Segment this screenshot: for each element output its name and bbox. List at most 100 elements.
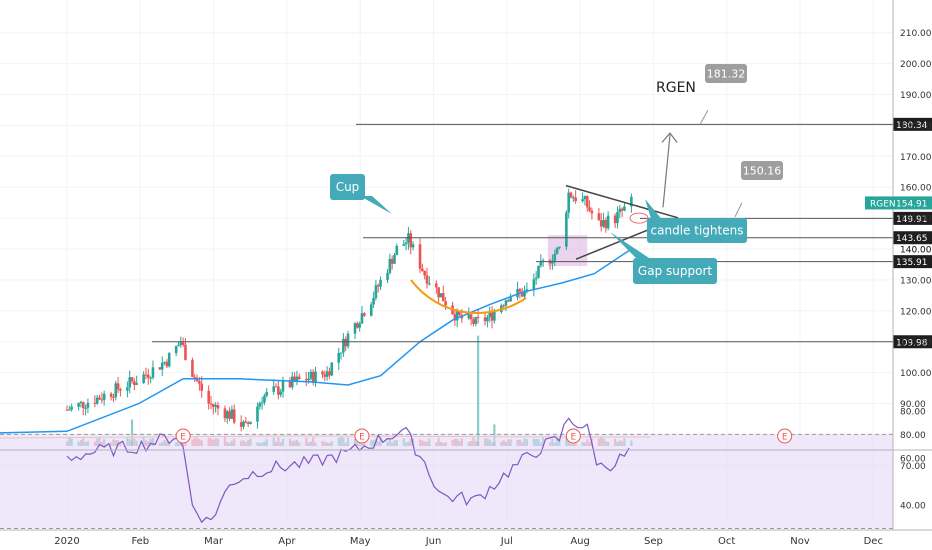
candle-body <box>493 312 496 321</box>
price-tick-label: 100.00 <box>900 369 932 379</box>
candle-body <box>585 196 589 208</box>
candle-body <box>330 362 334 376</box>
candle-body <box>184 344 187 360</box>
candle-body <box>555 247 559 254</box>
candle-body <box>177 345 180 347</box>
candle-body <box>146 374 150 378</box>
candle-body <box>263 395 266 403</box>
candle-body <box>232 409 236 423</box>
candle-body <box>469 314 473 320</box>
rsi-tick-label: 40.00 <box>900 502 926 512</box>
candle-body <box>167 353 171 367</box>
candle-body <box>246 422 250 425</box>
candle-body <box>339 352 343 354</box>
time-tick-label: May <box>350 536 371 547</box>
candle-body <box>488 312 492 318</box>
candle-body <box>128 377 132 388</box>
candle-body <box>328 371 331 376</box>
candle-body <box>458 310 461 315</box>
candle-body <box>290 376 294 388</box>
candle-body <box>81 401 85 409</box>
candle-body <box>362 313 366 316</box>
candle-body <box>68 409 71 411</box>
price-tick-label: 150.00 <box>900 215 932 225</box>
candle-body <box>604 220 608 229</box>
level-label-bg <box>893 335 932 349</box>
candle-body <box>342 338 345 353</box>
time-tick-label: Nov <box>790 536 810 547</box>
candle-body <box>620 208 624 211</box>
candle-body <box>295 376 299 382</box>
candle-body <box>100 399 104 401</box>
candle-body <box>453 314 457 321</box>
earnings-marker <box>565 428 581 444</box>
candle-body <box>149 377 152 379</box>
candle-body <box>356 323 359 328</box>
symbol-annotation: RGEN <box>656 80 696 96</box>
candle-body <box>437 287 440 298</box>
candle-body <box>418 244 422 269</box>
tight-candle-circle <box>629 212 649 224</box>
callouts: RGEN Cup candle tightens Gap support 181.32 1… <box>330 64 783 284</box>
candle-body <box>112 396 115 398</box>
cup-callout-text: Cup <box>336 180 360 194</box>
candle-body <box>388 259 392 274</box>
candle-body <box>551 260 554 264</box>
candle-body <box>321 371 324 375</box>
candle-body <box>174 346 178 354</box>
candle-body <box>434 283 438 288</box>
price-tick-label: 120.00 <box>900 307 932 317</box>
candle-body <box>537 265 540 278</box>
level-label-bg <box>893 211 932 225</box>
earnings-marker <box>777 428 793 444</box>
candle-body <box>244 421 248 423</box>
candle-body <box>346 333 350 347</box>
candle-body <box>583 196 587 200</box>
candle-body <box>630 196 633 207</box>
candle-body <box>279 391 282 395</box>
price-tick-label: 160.00 <box>900 184 932 194</box>
candle-body <box>606 215 610 229</box>
level-label-text: 109.98 <box>896 338 928 348</box>
candle-body <box>504 300 508 306</box>
candle-body <box>265 391 269 396</box>
candle-tightens-callout-text: candle tightens <box>651 224 744 238</box>
candle-body <box>483 317 487 322</box>
candle-body <box>212 404 215 407</box>
time-tick-label: 2020 <box>54 536 79 547</box>
candle-body <box>486 317 489 322</box>
candle-body <box>374 285 378 298</box>
candle-body <box>588 207 591 211</box>
candle-body <box>216 405 220 409</box>
candle-body <box>84 407 87 409</box>
candle-body <box>98 397 101 400</box>
candle-body <box>520 291 524 297</box>
candle-body <box>534 277 538 280</box>
candle-body <box>158 367 162 370</box>
candle-body <box>304 379 308 381</box>
candle-body <box>144 374 148 376</box>
candle-body <box>258 403 262 407</box>
candle-body <box>472 319 475 324</box>
current-price-value: 154.91 <box>896 199 928 209</box>
candle-body <box>421 268 424 272</box>
candle-body <box>230 409 234 419</box>
time-tick-label: Dec <box>864 536 883 547</box>
candle-body <box>207 390 210 404</box>
candle-body <box>616 212 619 224</box>
candle-body <box>623 206 626 211</box>
candle-body <box>274 386 278 388</box>
price-axis-labels: 210.00 200.00 190.00 180.00 170.00 160.00 150.… <box>865 29 932 512</box>
candle-body <box>523 290 526 297</box>
candle-body <box>142 374 145 384</box>
candle-body <box>86 402 90 408</box>
candle-body <box>260 402 264 404</box>
moving-average-line <box>0 248 632 434</box>
candle-body <box>467 314 471 319</box>
candle-body <box>425 275 429 284</box>
cup-curve <box>410 279 527 314</box>
time-tick-label: Oct <box>718 536 735 547</box>
gap-support-callout-box <box>633 258 717 284</box>
candle-body <box>444 301 447 306</box>
rsi-band <box>0 434 893 529</box>
